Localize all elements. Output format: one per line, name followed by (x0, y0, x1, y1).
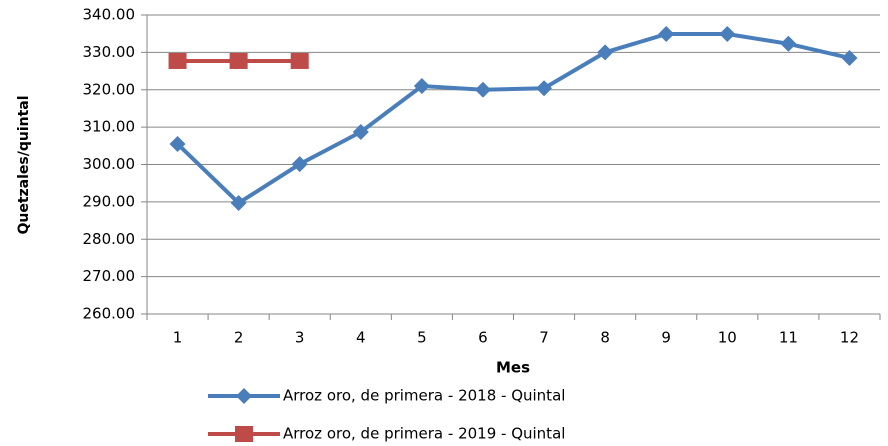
x-tick-label: 7 (539, 329, 549, 347)
x-tick-label: 9 (661, 329, 671, 347)
data-point (780, 35, 797, 52)
data-point (474, 81, 491, 98)
y-axis-title: Quetzales/quintal (16, 95, 32, 234)
series-line (176, 32, 850, 206)
data-point (291, 156, 308, 173)
x-tick-label: 8 (600, 329, 610, 347)
legend-label: Arroz oro, de primera - 2018 - Quintal (283, 387, 565, 405)
x-tick-label: 12 (840, 329, 859, 347)
x-tick-label: 10 (718, 329, 737, 347)
y-tick-label: 310.00 (83, 118, 136, 136)
y-tick-label: 320.00 (83, 80, 136, 98)
data-point (841, 49, 858, 66)
x-tick-label: 4 (356, 329, 366, 347)
x-tick-label: 11 (779, 329, 798, 347)
data-point (168, 52, 187, 69)
x-tick-label: 5 (417, 329, 427, 347)
data-point (230, 194, 247, 211)
data-point (229, 52, 248, 69)
data-point (658, 26, 675, 43)
data-point (719, 26, 736, 43)
y-tick-label: 270.00 (83, 267, 136, 285)
legend-label: Arroz oro, de primera - 2019 - Quintal (283, 425, 565, 443)
x-tick-label: 6 (478, 329, 488, 347)
legend-marker (235, 426, 253, 442)
y-tick-label: 340.00 (83, 6, 136, 24)
legend-marker (236, 388, 252, 404)
data-point (597, 44, 614, 61)
x-tick-label: 3 (295, 329, 305, 347)
y-tick-label: 330.00 (83, 43, 136, 61)
y-tick-label: 260.00 (83, 305, 136, 323)
data-point (536, 80, 553, 97)
y-tick-label: 300.00 (83, 155, 136, 173)
y-tick-label: 280.00 (83, 230, 136, 248)
data-point (169, 135, 186, 152)
x-axis-title: Mes (496, 359, 530, 377)
x-tick-label: 2 (234, 329, 244, 347)
data-point (352, 123, 369, 140)
x-tick-label: 1 (173, 329, 183, 347)
data-point (413, 78, 430, 95)
data-point (290, 52, 309, 69)
y-tick-label: 290.00 (83, 192, 136, 210)
